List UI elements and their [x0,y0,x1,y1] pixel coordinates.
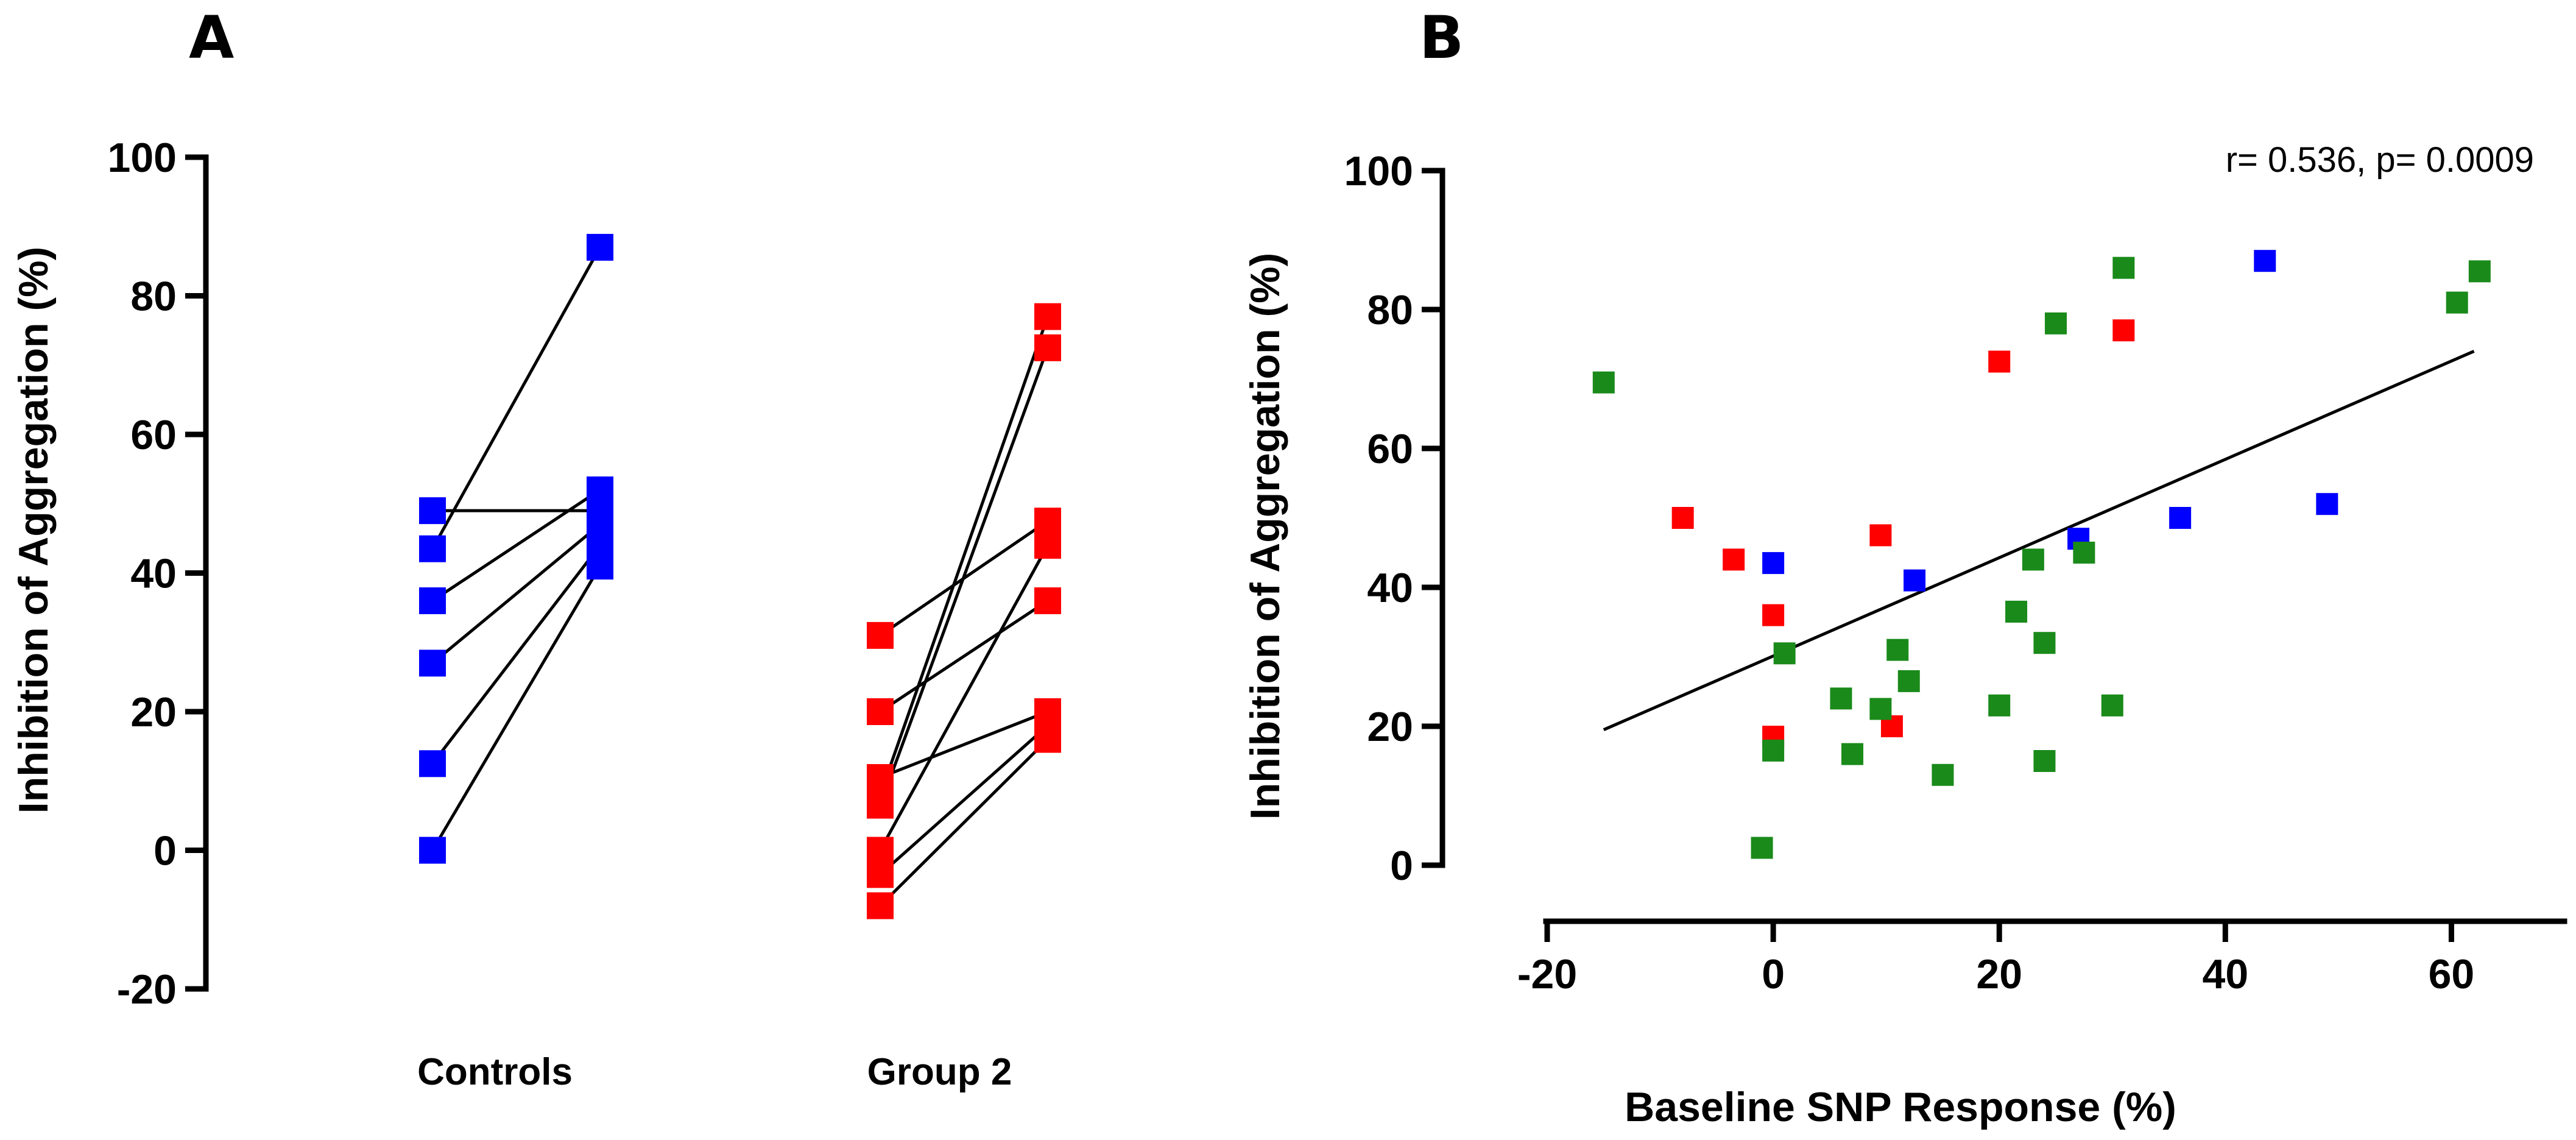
panel-a-after-point [1034,587,1061,614]
panel-a-y-tick-label: 100 [108,135,177,181]
panel-b-point [2446,291,2468,314]
panel-a-pair-line [431,565,602,851]
panel-a-before-point [419,535,446,562]
panel-b-point [1869,698,1892,720]
panel-b-point [2101,694,2123,717]
panel-a-before-point [867,698,894,725]
panel-b-x-tick-label: 40 [2203,951,2249,997]
panel-a-y-tick-label: 60 [130,412,177,458]
panel-a-pair-line [431,544,601,765]
panel-a-pair-line [878,347,1050,806]
panel-b-x-tick-label: -20 [1517,951,1577,997]
panel-b-point [1988,694,2011,717]
panel-b-point [2112,257,2135,279]
panel-b-point [1932,763,1954,786]
panel-b-y-tick-label: 0 [1390,843,1413,889]
panel-b-point [1897,670,1920,692]
panel-b-point [1592,371,1615,394]
panel-a-pair-line [878,544,1050,851]
panel-b-y-axis-title: Inhibition of Aggregation (%) [1242,253,1288,820]
panel-b-point [1671,507,1694,529]
panel-a-category-label: Group 2 [867,1051,1012,1093]
panel-a-pair-line [431,523,601,665]
panel-b-point [1773,642,1796,665]
panel-a-before-point [867,621,894,649]
panel-a-y-axis-title: Inhibition of Aggregation (%) [10,247,57,813]
panel-b-point [2112,319,2135,342]
panel-b-point [1988,350,2011,373]
panel-b-x-tick-label: 60 [2429,951,2475,997]
panel-b-point [1830,687,1852,710]
panel-a-before-point [419,587,446,614]
panel-b-x-tick-label: 20 [1976,951,2022,997]
panel-a-before-point [419,750,446,777]
panel-a-pair-line [878,316,1050,796]
panel-b-x-axis-title: Baseline SNP Response (%) [1625,1084,2176,1130]
panel-a-pair-line [879,738,1049,907]
panel-a-pair-line [431,246,602,550]
panel-a-before-point [419,650,446,677]
panel-b-correlation-annotation: r= 0.536, p= 0.0009 [2226,140,2534,180]
panel-b-point [1762,552,1785,575]
panel-a-after-point [587,476,613,503]
panel-b-y-tick-label: 40 [1367,565,1413,611]
panel-b-point [1762,739,1785,762]
panel-b-point [1751,837,1773,859]
panel-b-point [1762,604,1785,626]
panel-b-point [2045,312,2067,335]
panel-a-y-tick-label: 80 [130,274,177,320]
panel-b-point [2033,750,2056,772]
panel-a-chart: Inhibition of Aggregation (%) -20 0 20 40 60… [10,135,1061,1093]
panel-b-letter: B [1419,4,1464,72]
panel-a-before-point [867,861,894,888]
panel-b-point [2073,542,2095,564]
panel-b-y-tick-label: 20 [1367,704,1413,750]
panel-a-before-point [419,837,446,864]
panel-a-before-point [867,892,894,919]
panel-b-point [2254,250,2276,272]
panel-a-after-point [1034,334,1061,361]
panel-b-point [2169,507,2192,529]
panel-b-x-tick-label: 0 [1762,951,1785,997]
panel-b-y-tick-label: 60 [1367,426,1413,472]
panel-a-pair-line [431,488,601,603]
panel-b-point [2316,493,2338,515]
panel-a-before-point [867,791,894,819]
panel-a-y-tick-label: 40 [130,551,177,597]
panel-a-after-point [1034,508,1061,535]
panel-b-point [1723,548,1745,571]
panel-b-y-tick-label: 100 [1344,148,1413,194]
panel-b-point [1841,743,1863,765]
panel-b-y-tick-label: 80 [1367,287,1413,333]
panel-a-pair-line [880,710,1048,779]
panel-a-y-tick-label: 20 [130,689,177,735]
panel-a-pair-line [879,724,1049,876]
panel-b-point [1886,639,1909,661]
panel-a-pair-line [879,599,1049,713]
panel-a-after-point [587,553,613,580]
panel-b-point [2005,600,2028,623]
panel-a-after-point [1034,726,1061,753]
panel-b-point [2022,548,2044,571]
panel-a-after-point [1034,303,1061,330]
panel-b-point [2468,260,2491,283]
panel-b-point [2033,632,2056,654]
panel-a-before-point [867,837,894,864]
panel-a-after-point [1034,532,1061,559]
panel-a-after-point [587,233,613,261]
panel-a-before-point [419,497,446,525]
panel-b-point [1869,524,1892,547]
panel-b-chart: Inhibition of Aggregation (%) Baseline S… [1242,140,2567,1130]
panel-a-letter: A [189,4,234,72]
panel-a-category-label: Controls [417,1051,573,1093]
panel-b-fit-line [1603,350,2475,731]
panel-a-y-tick-label: -20 [117,966,177,1013]
panel-b-point [1904,569,1926,592]
panel-a-y-tick-label: 0 [154,828,177,874]
